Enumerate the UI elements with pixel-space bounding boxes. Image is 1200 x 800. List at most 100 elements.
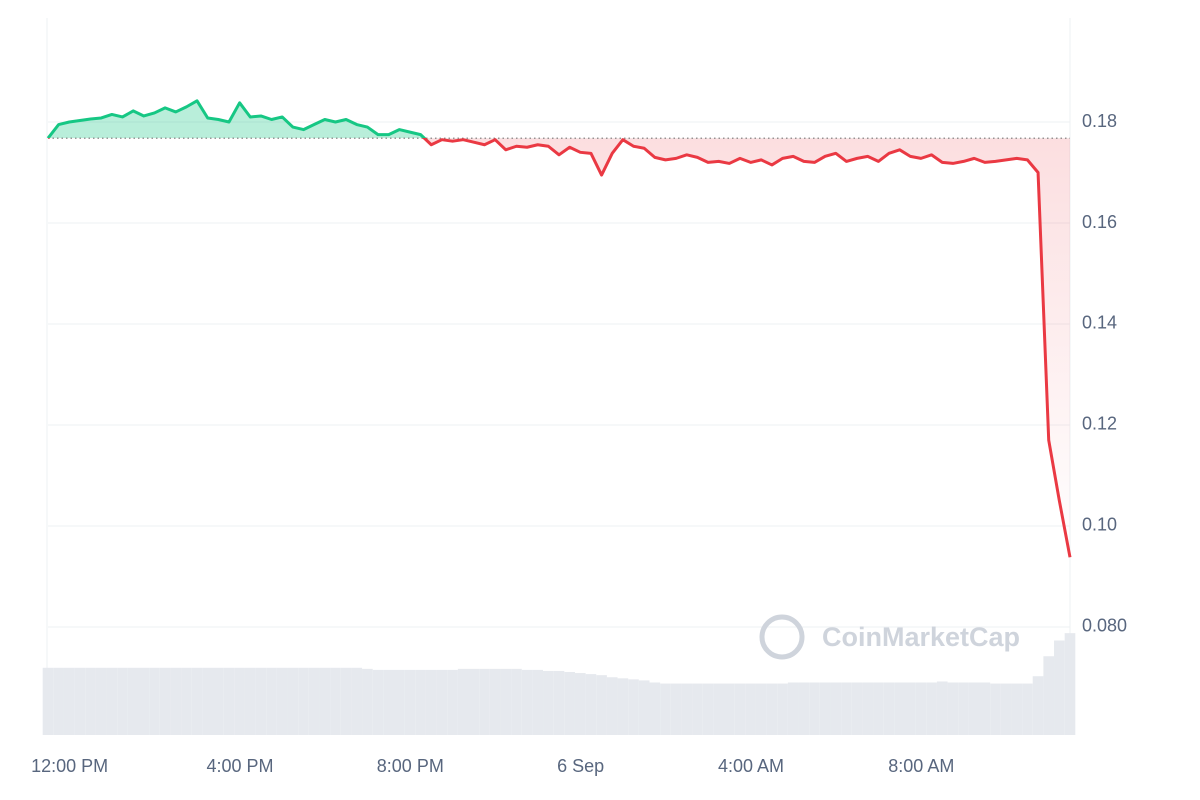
volume-bar (543, 670, 554, 735)
watermark-logo (759, 614, 805, 660)
volume-bar (755, 683, 767, 735)
volume-bar (42, 667, 54, 735)
watermark-text: CoinMarketCap (822, 622, 1020, 652)
volume-bar (362, 668, 373, 735)
volume-bar (596, 675, 607, 735)
volume-bar (585, 674, 597, 735)
volume-bar (1000, 683, 1012, 735)
x-tick-label: 8:00 PM (377, 756, 444, 776)
x-tick-label: 8:00 AM (888, 756, 954, 776)
watermark: CoinMarketCap (759, 614, 1020, 660)
volume-bar (766, 683, 778, 735)
volume-bar (809, 682, 820, 735)
volume-bar (1064, 633, 1076, 735)
area-up (48, 100, 1070, 139)
y-tick-label: 0.080 (1082, 616, 1127, 636)
volume-bar (404, 669, 416, 735)
volume-bar (915, 682, 927, 735)
volume-bar (1022, 683, 1033, 735)
volume-bar (308, 667, 320, 735)
volume-bar (628, 679, 639, 735)
volume-bar (606, 677, 618, 735)
volume-bar (798, 682, 810, 735)
volume-bar (298, 667, 309, 735)
volume-bar (330, 667, 341, 735)
volume-bar (468, 668, 480, 735)
volume-bar (319, 667, 331, 735)
volume-bar (340, 667, 352, 735)
volume-bar (1032, 676, 1044, 735)
volume-bar (106, 667, 118, 735)
volume-bar (830, 682, 842, 735)
volume-bar (851, 682, 863, 735)
volume-bar (564, 672, 575, 735)
y-tick-label: 0.14 (1082, 313, 1117, 333)
volume-bar (393, 669, 405, 735)
volume-bar (436, 669, 448, 735)
volume-bar (638, 680, 650, 735)
volume-bar (244, 667, 256, 735)
y-tick-label: 0.16 (1082, 212, 1117, 232)
volume-bar (660, 683, 671, 735)
volume-bar (574, 673, 586, 735)
y-tick-label: 0.10 (1082, 515, 1117, 535)
volume-bar (511, 668, 522, 735)
volume-bar (713, 683, 725, 735)
volume-bar (181, 667, 192, 735)
volume-bar (266, 667, 277, 735)
x-tick-label: 4:00 PM (206, 756, 273, 776)
volume-bar (692, 683, 703, 735)
volume-bar (1011, 683, 1023, 735)
volume-bar (170, 667, 182, 735)
volume-bar (372, 669, 384, 735)
volume-bar (734, 683, 746, 735)
volume-bar (873, 682, 884, 735)
volume-bar (63, 667, 75, 735)
volume-bar (841, 682, 852, 735)
volume-bar (159, 667, 171, 735)
volume-bar (202, 667, 214, 735)
volume-bar (479, 668, 490, 735)
volume-bar (234, 667, 245, 735)
volume-bar (990, 683, 1001, 735)
volume-bar (191, 667, 203, 735)
volume-bar (95, 667, 107, 735)
y-tick-label: 0.18 (1082, 111, 1117, 131)
volume-bar (351, 667, 363, 735)
volume-bar (276, 667, 288, 735)
x-tick-label: 4:00 AM (718, 756, 784, 776)
y-tick-label: 0.12 (1082, 414, 1117, 434)
volume-bar (904, 682, 916, 735)
volume-bar (457, 668, 469, 735)
volume-bar (553, 670, 565, 735)
volume-bar (255, 667, 267, 735)
volume-bar (1043, 656, 1055, 735)
volume-bar (670, 683, 682, 735)
volume-bar (53, 667, 64, 735)
volume-bar (787, 682, 799, 735)
volume-bar (149, 667, 160, 735)
volume-bar (958, 682, 969, 735)
volume-bar (500, 668, 512, 735)
volume-bar (894, 682, 905, 735)
volume-bar (223, 667, 235, 735)
volume-bar (862, 682, 874, 735)
volume-bar (532, 669, 544, 735)
volume-bar (979, 682, 991, 735)
volume-bar (883, 682, 895, 735)
volume-bar (926, 682, 937, 735)
volume-bar (745, 683, 756, 735)
volume-bar (213, 667, 224, 735)
area-down (424, 138, 1070, 558)
volume-bar (287, 667, 299, 735)
volume-bar (127, 667, 139, 735)
volume-bar (415, 669, 426, 735)
x-tick-label: 12:00 PM (31, 756, 108, 776)
volume-bar (521, 669, 533, 735)
volume-bar (1054, 640, 1065, 735)
volume-bar (681, 683, 693, 735)
volume-bar (947, 682, 959, 735)
volume-bar (489, 668, 501, 735)
volume-bar (936, 681, 948, 735)
